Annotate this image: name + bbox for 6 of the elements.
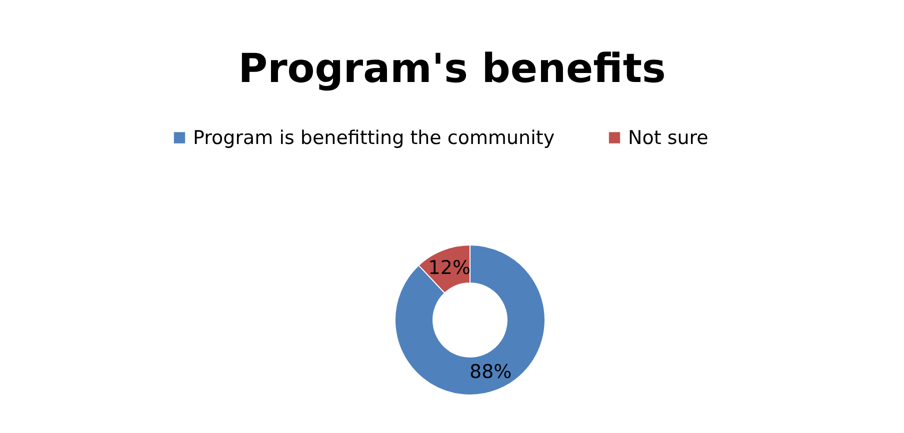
- data-label: 12%: [428, 256, 470, 279]
- legend-label: Program is benefitting the community: [193, 126, 555, 149]
- chart-title: Program's benefits: [238, 46, 666, 92]
- donut-slice: [394, 244, 546, 396]
- data-label: 88%: [470, 361, 512, 384]
- legend-label: Not sure: [628, 126, 708, 149]
